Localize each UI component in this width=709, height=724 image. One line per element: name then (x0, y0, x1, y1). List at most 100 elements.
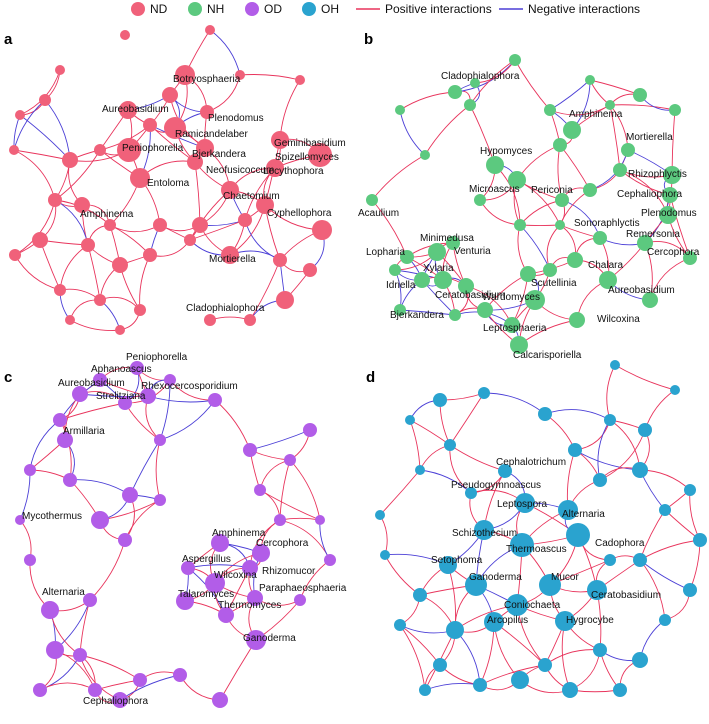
network-node (605, 100, 615, 110)
network-edge (54, 599, 91, 651)
network-edge (544, 649, 601, 666)
network-node (308, 143, 332, 167)
nodes-d (375, 360, 707, 698)
network-edge (13, 114, 21, 151)
network-node (693, 533, 707, 547)
network-node (543, 263, 557, 277)
network-edge (209, 29, 241, 76)
network-node (88, 683, 102, 697)
node-label: Mortierella (209, 254, 256, 265)
node-label: Cephalotrichum (496, 457, 566, 468)
network-edge (109, 224, 161, 233)
network-edge (319, 519, 331, 561)
network-node (525, 290, 545, 310)
node-label: Lecythophora (263, 166, 324, 177)
network-edge (609, 104, 676, 111)
network-edge (639, 509, 666, 561)
network-node (200, 105, 214, 119)
node-label: Cadophora (595, 538, 645, 549)
network-edge (124, 499, 161, 541)
network-node (498, 464, 512, 478)
legend-label-nh: NH (207, 2, 224, 16)
node-label: Ganoderma (243, 633, 296, 644)
node-label: Alternaria (42, 587, 85, 598)
network-node (54, 284, 66, 296)
network-node (511, 671, 529, 689)
network-node (256, 196, 274, 214)
network-edge (187, 564, 251, 569)
network-node (683, 583, 697, 597)
network-edge (639, 559, 691, 591)
node-label: Calcarisporiella (513, 350, 582, 361)
network-node (670, 385, 680, 395)
node-label: Paraphaeosphaeria (259, 583, 347, 594)
network-node (604, 554, 616, 566)
node-label: Botryosphaeria (173, 74, 241, 85)
network-node (24, 464, 36, 476)
network-node (15, 515, 25, 525)
network-node (477, 302, 493, 318)
network-node (395, 105, 405, 115)
network-edge (79, 599, 91, 656)
network-node (567, 252, 583, 268)
network-node (568, 443, 582, 457)
network-panel-a: a Botryosphaeria Aureobasidium Plenodomu… (4, 25, 346, 335)
network-node (484, 612, 504, 632)
network-node (504, 317, 520, 333)
network-edge (259, 489, 321, 521)
network-node (143, 118, 157, 132)
network-edge (44, 99, 71, 161)
legend-negative-label: Negative interactions (528, 2, 640, 16)
node-label: Cercophora (647, 247, 700, 258)
network-edge (19, 69, 61, 116)
node-label: Cladophialophora (186, 303, 265, 314)
network-node (506, 594, 528, 616)
network-node (433, 658, 447, 672)
network-node (446, 236, 460, 250)
network-node (659, 504, 671, 516)
node-label: Schizothecium (452, 528, 517, 539)
node-label: Aureobasidium (58, 378, 125, 389)
network-node (118, 396, 132, 410)
network-node (315, 515, 325, 525)
nodes-a (9, 25, 332, 335)
network-node (539, 574, 561, 596)
node-label: Cephaliophora (617, 189, 682, 200)
legend-label-od: OD (264, 2, 282, 16)
network-node (48, 193, 62, 207)
network-node (303, 423, 317, 437)
network-node (464, 99, 476, 111)
network-node (218, 607, 234, 623)
network-edge (544, 409, 611, 421)
network-edge (209, 316, 251, 321)
network-edge (544, 413, 576, 451)
network-edge (14, 199, 56, 256)
node-label: Bjerkandera (192, 149, 246, 160)
network-edge (249, 429, 311, 451)
legend-label-oh: OH (321, 2, 339, 16)
network-node (638, 423, 652, 437)
network-node (662, 187, 678, 203)
network-edge (219, 639, 257, 701)
network-edge (519, 224, 551, 271)
legend-swatch-oh (302, 2, 316, 16)
network-node (458, 278, 474, 294)
network-node (509, 54, 521, 66)
network-node (510, 533, 534, 557)
network-node (295, 75, 305, 85)
network-node (419, 684, 431, 696)
network-node (246, 630, 266, 650)
node-label: Thermomyces (218, 600, 281, 611)
network-node (24, 554, 36, 566)
network-node (130, 168, 150, 188)
network-node (9, 145, 19, 155)
legend-positive-label: Positive interactions (385, 2, 492, 16)
network-edge (447, 564, 457, 631)
network-node (303, 263, 317, 277)
network-edge (614, 364, 676, 391)
network-edge (399, 624, 426, 691)
legend-swatch-nd (131, 2, 145, 16)
network-node (389, 264, 401, 276)
node-label: Aspergillus (182, 554, 231, 565)
node-label: Cephaliophora (83, 696, 148, 707)
